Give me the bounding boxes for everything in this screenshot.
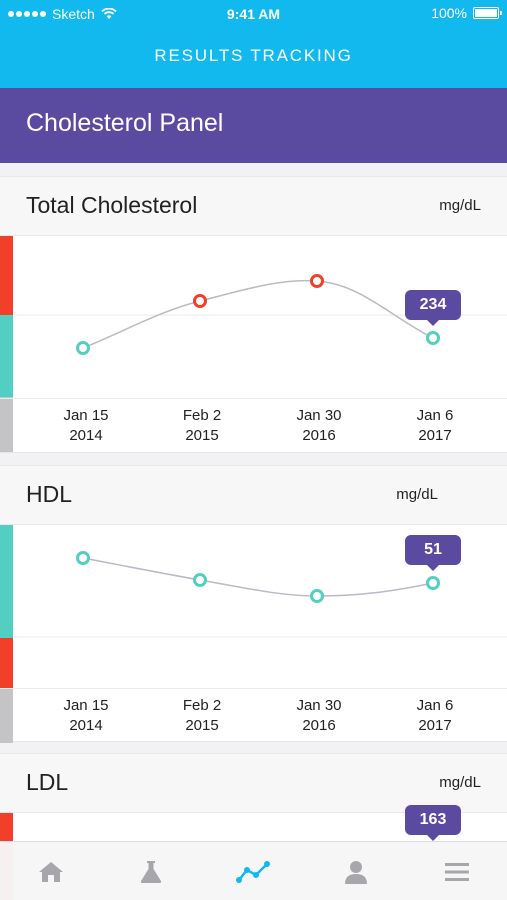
tab-trends[interactable] — [233, 856, 273, 888]
trend-line — [82, 557, 434, 597]
menu-icon — [445, 863, 469, 881]
data-point[interactable] — [310, 589, 324, 603]
latest-value-tooltip: 234 — [405, 290, 461, 326]
hdl-card[interactable]: HDL mg/dL 51 Jan 15 2014 Feb 2 2015 Jan 30… — [0, 465, 507, 743]
flask-icon — [140, 861, 162, 883]
date-label: Jan 6 2017 — [416, 407, 454, 444]
date-label: Feb 2 2015 — [182, 407, 222, 444]
date-label: Jan 30 2016 — [296, 407, 342, 444]
app-title: RESULTS TRACKING — [154, 46, 353, 65]
wifi-icon — [101, 8, 117, 19]
battery-percent: 100% — [431, 5, 467, 21]
card-unit: mg/dL — [396, 486, 438, 503]
data-point[interactable] — [76, 341, 90, 355]
range-low-bar — [0, 638, 13, 688]
latest-value-tooltip: 51 — [405, 535, 461, 571]
date-axis: Jan 15 2014 Feb 2 2015 Jan 30 2016 Jan 6 201… — [0, 398, 507, 453]
data-point[interactable] — [426, 576, 440, 590]
card-title: HDL — [26, 481, 73, 507]
profile-icon — [345, 861, 367, 884]
trends-icon — [236, 861, 270, 883]
card-header: LDL mg/dL — [0, 754, 507, 813]
status-bar: Sketch 9:41 AM 100% — [0, 0, 507, 28]
clock: 9:41 AM — [226, 6, 281, 22]
hdl-chart: 51 — [0, 525, 507, 638]
card-unit: mg/dL — [439, 197, 481, 214]
panel-title: Cholesterol Panel — [26, 109, 224, 137]
range-normal-bar — [0, 525, 13, 638]
data-point[interactable] — [310, 274, 324, 288]
carrier-label: Sketch — [52, 6, 95, 22]
top-bar: Sketch 9:41 AM 100% RESULTS TRACKING — [0, 0, 507, 88]
range-neutral-bar — [0, 689, 13, 743]
home-icon — [39, 862, 63, 882]
range-normal-bar — [0, 315, 13, 397]
date-label: Jan 6 2017 — [416, 697, 454, 734]
tab-home[interactable] — [31, 856, 71, 888]
tab-lab[interactable] — [131, 856, 171, 888]
data-point[interactable] — [426, 331, 440, 345]
card-title: Total Cholesterol — [26, 192, 198, 218]
panel-header: Cholesterol Panel — [0, 88, 507, 163]
trend-line — [82, 279, 434, 349]
tab-profile[interactable] — [336, 856, 376, 888]
date-label: Feb 2 2015 — [182, 697, 222, 734]
card-header: Total Cholesterol mg/dL — [0, 177, 507, 236]
range-high-bar — [0, 236, 13, 315]
signal-icon — [8, 11, 46, 17]
card-unit: mg/dL — [439, 774, 481, 791]
trend-line-chart — [13, 551, 507, 638]
date-label: Jan 30 2016 — [296, 697, 342, 734]
battery-icon — [473, 7, 502, 19]
data-point[interactable] — [76, 551, 90, 565]
card-header: HDL mg/dL — [0, 466, 507, 525]
date-label: Jan 15 2014 — [63, 697, 109, 734]
tab-bar — [0, 841, 507, 900]
date-label: Jan 15 2014 — [63, 407, 109, 444]
tab-menu[interactable] — [437, 856, 477, 888]
latest-value-tooltip: 163 — [405, 805, 461, 841]
range-neutral-bar — [0, 397, 13, 452]
data-point[interactable] — [193, 294, 207, 308]
low-range-row — [0, 638, 507, 688]
total-cholesterol-chart: 234 — [0, 236, 507, 452]
card-title: LDL — [26, 769, 69, 795]
date-axis: Jan 15 2014 Feb 2 2015 Jan 30 2016 Jan 6 201… — [0, 688, 507, 743]
data-point[interactable] — [193, 573, 207, 587]
total-cholesterol-card[interactable]: Total Cholesterol mg/dL 234 Jan 15 2014 F… — [0, 176, 507, 453]
